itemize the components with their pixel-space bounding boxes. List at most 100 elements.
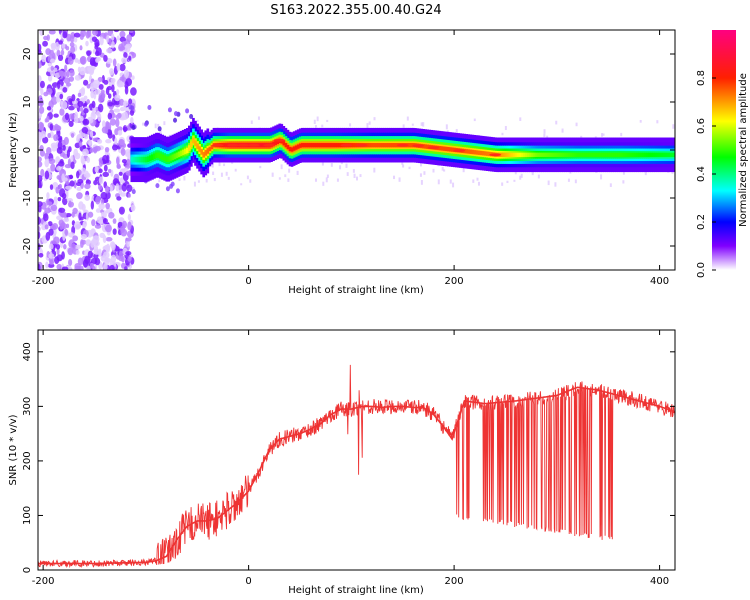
noise-speck (609, 183, 612, 187)
ridge-cell (290, 147, 294, 152)
noise-speck (70, 161, 75, 170)
noise-speck (602, 133, 605, 136)
noise-speck (105, 185, 110, 194)
noise-speck (76, 186, 82, 192)
ridge-cell (469, 149, 473, 154)
ridge-cell (188, 145, 191, 151)
noise-speck (423, 171, 426, 175)
noise-speck (68, 146, 72, 153)
snr-frame (37, 329, 676, 571)
ridge-cell (652, 152, 656, 157)
ridge-cell (446, 147, 450, 152)
noise-speck (55, 186, 60, 194)
ridge-cell (134, 156, 138, 163)
noise-speck (85, 239, 92, 246)
noise-speck (86, 83, 91, 89)
noise-speck (83, 79, 89, 86)
ridge-cell (370, 143, 374, 148)
noise-speck (116, 156, 120, 165)
noise-speck (128, 30, 134, 33)
noise-speck (65, 180, 70, 186)
noise-speck (555, 120, 558, 125)
noise-speck (109, 118, 116, 126)
ridge-cell (284, 143, 288, 148)
x-tick-label: 200 (445, 576, 464, 587)
noise-speck (116, 89, 120, 95)
x-tick-label: 400 (650, 576, 669, 587)
noise-speck (62, 31, 68, 39)
noise-speck (393, 175, 396, 180)
noise-speck (56, 166, 62, 171)
ridge-cell (142, 156, 146, 163)
noise-speck (92, 79, 100, 87)
noise-speck (66, 70, 70, 78)
snr-x-ticks: -200 0 200 400 (32, 330, 669, 587)
ridge-cell (171, 154, 175, 161)
noise-speck (231, 161, 234, 164)
ridge-cell (477, 150, 481, 155)
noise-speck (57, 54, 64, 62)
noise-speck (59, 93, 64, 100)
noise-speck (131, 189, 136, 195)
noise-speck (55, 96, 61, 103)
noise-speck (271, 172, 274, 177)
noise-speck (117, 221, 123, 227)
ridge-cell (202, 151, 206, 158)
noise-speck (89, 34, 94, 44)
noise-speck (520, 173, 523, 178)
noise-speck (95, 208, 101, 213)
noise-speck (38, 98, 44, 107)
ridge-cell (483, 151, 487, 156)
ridge-cell (379, 143, 382, 148)
ridge-cell (611, 152, 614, 157)
noise-speck (501, 132, 504, 136)
noise-speck (314, 125, 317, 128)
noise-speck (102, 246, 107, 251)
noise-speck (50, 58, 56, 64)
ridge-cell (309, 143, 312, 148)
ridge-cell (594, 152, 598, 157)
noise-speck (441, 167, 444, 171)
noise-speck (159, 130, 162, 135)
noise-speck (672, 124, 675, 129)
noise-speck (121, 159, 127, 164)
noise-speck (91, 36, 98, 42)
ridge-cell (177, 151, 181, 158)
y-tick-label: 0 (22, 567, 33, 573)
ridge-cell (471, 149, 475, 155)
noise-speck (74, 244, 82, 250)
noise-speck (112, 228, 117, 235)
noise-speck (77, 92, 82, 98)
ridge-cell (294, 145, 298, 150)
ridge-cell (518, 152, 522, 157)
noise-speck (82, 148, 89, 157)
noise-speck (91, 100, 96, 109)
noise-speck (62, 217, 70, 223)
ridge-cell (619, 152, 623, 157)
noise-speck (401, 160, 404, 165)
noise-speck (346, 172, 349, 176)
ridge-cell (576, 152, 580, 157)
noise-speck (129, 109, 135, 116)
noise-speck (112, 218, 117, 224)
x-tick-label: -200 (32, 576, 55, 587)
noise-speck (472, 179, 475, 183)
colorbar-ticks: 0.0 0.2 0.4 0.6 0.8 (696, 70, 716, 278)
noise-speck (71, 53, 76, 60)
noise-speck (106, 47, 113, 54)
noise-speck (38, 243, 41, 251)
noise-speck (74, 262, 81, 270)
noise-speck (296, 170, 299, 176)
noise-speck (53, 236, 60, 245)
noise-speck (79, 66, 87, 76)
ridge-cell (543, 152, 547, 157)
ridge-cell (467, 149, 471, 154)
ridge-cell (372, 143, 376, 148)
snr-trend-line (38, 386, 675, 565)
noise-speck (189, 113, 194, 119)
noise-speck (71, 211, 75, 218)
ridge-cell (163, 155, 166, 161)
ridge-cell (666, 152, 670, 157)
noise-speck (79, 106, 84, 112)
noise-speck (97, 76, 103, 83)
